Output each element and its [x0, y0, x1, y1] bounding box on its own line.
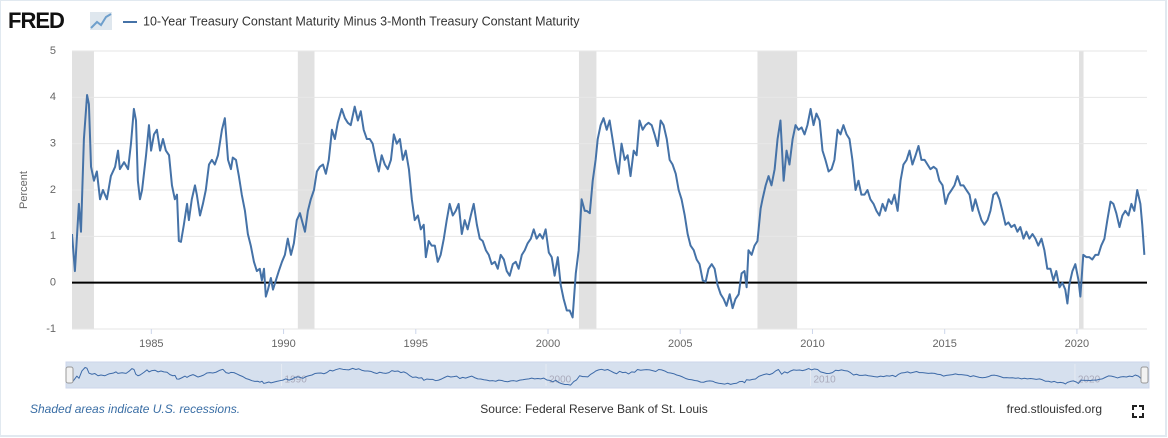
navigator-handle[interactable] [65, 366, 1149, 384]
x-tick-label: 2020 [1065, 338, 1089, 350]
y-tick-label: 2 [50, 184, 56, 196]
x-tick-label: 2000 [536, 338, 560, 350]
x-tick-label: 1995 [404, 338, 428, 350]
y-tick-label: 0 [50, 277, 56, 289]
x-tick-label: 2010 [800, 338, 824, 350]
fullscreen-icon[interactable] [1132, 405, 1144, 418]
y-tick-label: 1 [50, 230, 56, 242]
y-tick-label: 4 [50, 91, 56, 103]
logo: FRED [8, 8, 64, 33]
x-tick-label: 1990 [271, 338, 295, 350]
y-axis-label: Percent [18, 171, 30, 209]
navigator-line [69, 366, 1143, 386]
x-tick-label: 1985 [139, 338, 163, 350]
navigator-tick-label: 2000 [549, 375, 572, 386]
data-line [72, 94, 1146, 319]
logo-icon [90, 12, 112, 30]
y-tick-label: 3 [50, 138, 56, 150]
x-tick-label: 2005 [668, 338, 692, 350]
source: Source: Federal Reserve Bank of St. Loui… [480, 402, 707, 416]
legend-label: 10-Year Treasury Constant Maturity Minus… [143, 14, 580, 28]
site-link[interactable]: fred.stlouisfed.org [1007, 402, 1102, 416]
y-tick-label: 5 [50, 45, 56, 57]
x-tick-label: 2015 [932, 338, 956, 350]
navigator-tick-label: 2010 [813, 375, 836, 386]
recession-note: Shaded areas indicate U.S. recessions. [30, 402, 240, 416]
y-tick-label: -1 [46, 323, 56, 335]
navigator-tick-label: 1990 [285, 375, 308, 386]
navigator-bg [65, 361, 1150, 389]
